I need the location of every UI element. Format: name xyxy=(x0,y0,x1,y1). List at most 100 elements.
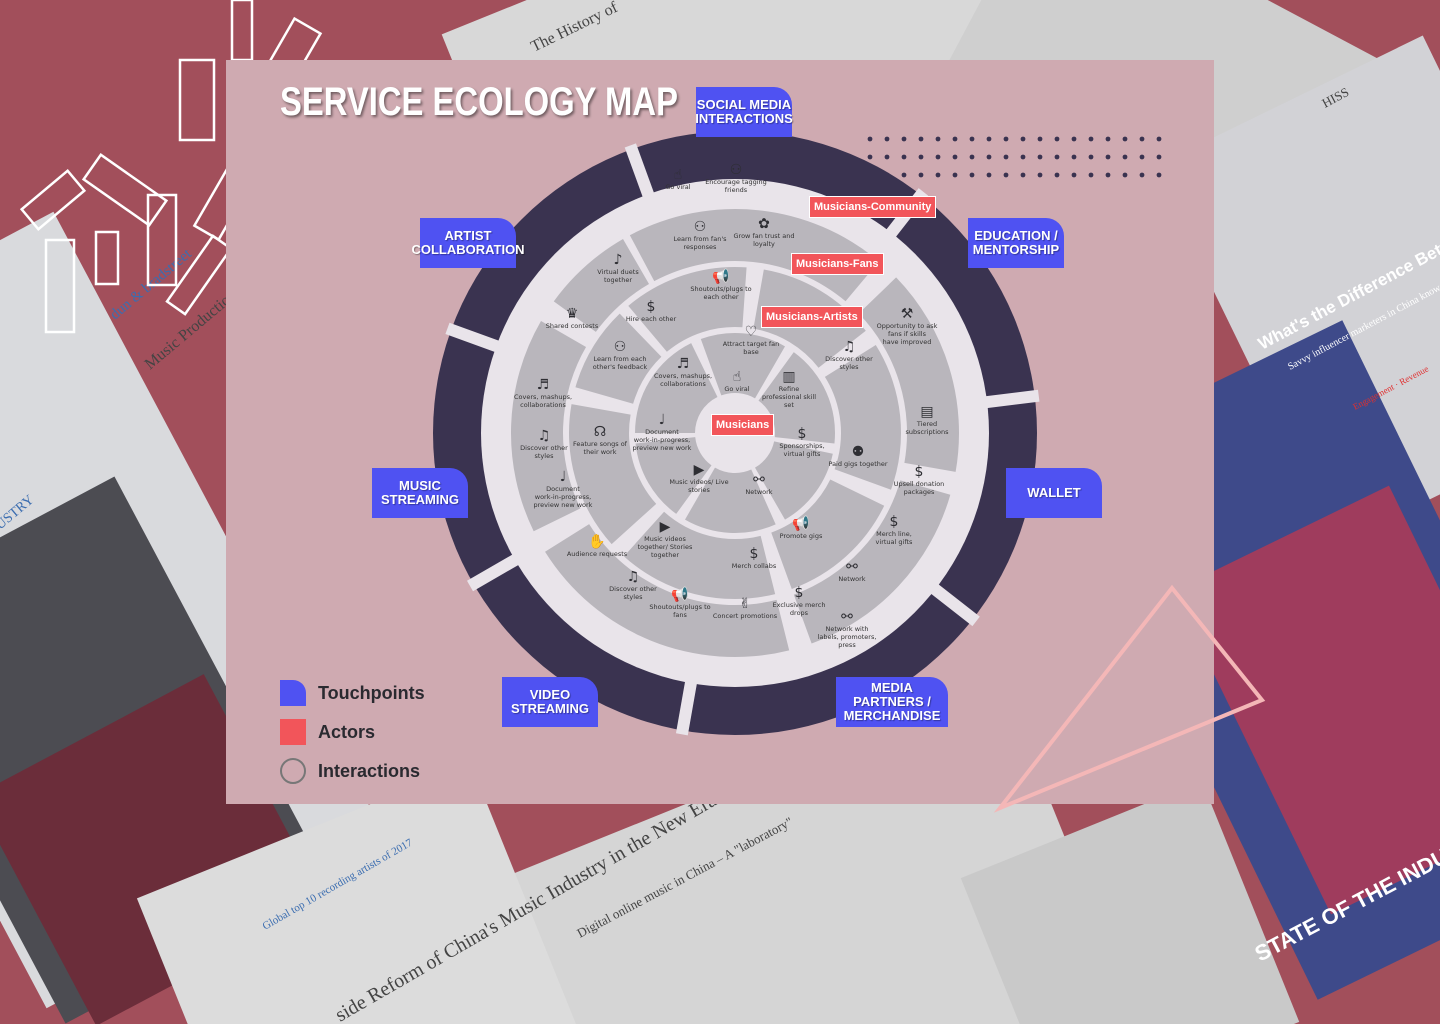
guitar-icon: ♩ xyxy=(560,469,567,485)
pattern-dot xyxy=(1088,154,1094,160)
singer-icon: ♪ xyxy=(614,252,623,268)
touchpoint-education: EDUCATION / MENTORSHIP xyxy=(968,218,1064,268)
pattern-dot xyxy=(1020,136,1026,142)
interaction-item: ♩Document work-in-progress, preview new wo… xyxy=(633,412,692,452)
pattern-dot xyxy=(935,172,941,178)
pattern-dot xyxy=(884,154,890,160)
interaction-item: ▶Music videos together/ Stories together xyxy=(638,519,693,559)
interaction-sector xyxy=(824,345,901,490)
band-icon: ⚉ xyxy=(852,444,865,460)
interaction-sector xyxy=(569,404,657,545)
touchpoint-media-partners: MEDIA PARTNERS / MERCHANDISE xyxy=(836,677,948,727)
actor-musicians: Musicians xyxy=(712,415,774,435)
interaction-item: ⚇Encourage tagging friends xyxy=(705,162,767,194)
legend-item-interactions: Interactions xyxy=(280,758,425,784)
network-icon: ⚯ xyxy=(753,472,765,488)
touchpoint-music-streaming: MUSIC STREAMING xyxy=(372,468,468,518)
pattern-dot xyxy=(969,136,975,142)
interaction-item: 📢Shoutouts/plugs to each other xyxy=(690,268,751,301)
interaction-label: Virtual duets together xyxy=(597,268,639,284)
pattern-dot xyxy=(1105,136,1111,142)
interaction-label: Shoutouts/plugs to each other xyxy=(690,285,751,301)
touchpoint-social-media: SOCIAL MEDIA INTERACTIONS xyxy=(695,87,793,137)
pattern-dot xyxy=(969,172,975,178)
interaction-label: Grow fan trust and loyalty xyxy=(734,232,795,248)
pattern-dot xyxy=(986,136,992,142)
interaction-sector xyxy=(858,277,959,472)
interaction-item: $Upsell donation packages xyxy=(894,464,945,496)
interaction-sector xyxy=(793,480,951,644)
interaction-item: ⚒Opportunity to ask fans if skills have im… xyxy=(877,306,938,346)
interaction-label: Covers, mashups, collaborations xyxy=(514,393,572,409)
interaction-sector xyxy=(545,524,790,657)
interaction-item: ♡Attract target fan base xyxy=(723,324,780,356)
interaction-label: Shared contests xyxy=(546,322,599,330)
pattern-dot xyxy=(952,154,958,160)
video-icon: ▶ xyxy=(660,519,671,535)
hand-icon: ☝ xyxy=(674,167,683,183)
outer-ring-gap xyxy=(928,582,980,627)
interaction-label: Covers, mashups, collaborations xyxy=(654,372,712,388)
interaction-item: ♬Covers, mashups, collaborations xyxy=(654,356,712,388)
people-icon: ⚇ xyxy=(614,339,627,355)
interaction-item: ☊Feature songs of their work xyxy=(573,424,628,456)
pattern-dot xyxy=(1071,154,1077,160)
pattern-dot xyxy=(1156,136,1162,142)
interaction-sector xyxy=(635,437,712,514)
interaction-label: Learn from each other's feedback xyxy=(593,355,648,371)
interaction-item: ⚇Learn from each other's feedback xyxy=(593,339,648,371)
pattern-dot xyxy=(1054,172,1060,178)
megaphone-icon: 📢 xyxy=(792,515,809,532)
interaction-sector xyxy=(623,511,776,599)
interaction-item: $Exclusive merch drops xyxy=(773,585,826,617)
interaction-item: ⚯Network xyxy=(745,472,772,496)
pattern-dot xyxy=(1105,154,1111,160)
collab-icon: ♬ xyxy=(537,377,550,393)
interaction-label: Music videos/ Live stories xyxy=(669,478,728,494)
headphones-icon: ☊ xyxy=(594,424,606,440)
interaction-sector xyxy=(629,208,879,302)
pattern-dot xyxy=(1054,154,1060,160)
legend-item-actors: Actors xyxy=(280,719,425,745)
pattern-dot xyxy=(1122,136,1128,142)
interaction-sector xyxy=(685,467,776,533)
interaction-sector xyxy=(755,441,833,520)
pattern-dot xyxy=(935,136,941,142)
interaction-label: Document work-in-progress, preview new wor… xyxy=(534,485,593,509)
interaction-label: Concert promotions xyxy=(713,612,778,620)
interaction-label: Merch collabs xyxy=(732,562,777,570)
pattern-dot xyxy=(1139,154,1145,160)
legend-item-touchpoints: Touchpoints xyxy=(280,680,425,706)
music-doc-icon: ♫ xyxy=(538,428,551,444)
interaction-item: $Merch line, virtual gifts xyxy=(876,514,914,546)
pattern-dot xyxy=(918,172,924,178)
actor-musicians-fans: Musicians-Fans xyxy=(792,254,883,274)
guitar-icon: ♩ xyxy=(659,412,666,428)
interaction-item: ⚇Learn from fan's responses xyxy=(674,219,728,251)
outer-ring-gap xyxy=(982,389,1040,409)
pattern-dot xyxy=(1122,154,1128,160)
interaction-label: Feature songs of their work xyxy=(573,440,628,456)
legend-label: Interactions xyxy=(318,760,421,781)
interaction-label: Music videos together/ Stories together xyxy=(638,535,693,559)
hand-icon: ☝ xyxy=(733,369,742,385)
network-icon: ⚯ xyxy=(841,609,853,625)
interaction-label: Promote gigs xyxy=(780,532,823,540)
pattern-dot xyxy=(1105,172,1111,178)
interaction-label: Network with labels, promoters, press xyxy=(818,625,877,649)
pattern-dot xyxy=(884,136,890,142)
pattern-dot xyxy=(1020,154,1026,160)
outer-ring-gap xyxy=(445,322,503,354)
page-title: SERVICE ECOLOGY MAP xyxy=(280,80,678,124)
interaction-item: $Hire each other xyxy=(626,299,677,323)
interaction-sector xyxy=(635,343,718,433)
interaction-item: ♛Shared contests xyxy=(546,306,599,330)
pattern-dot xyxy=(952,172,958,178)
interaction-sector xyxy=(628,267,747,352)
pattern-dot xyxy=(918,154,924,160)
money-hand-icon: $ xyxy=(915,464,924,480)
video-icon: ▶ xyxy=(694,462,705,478)
interaction-item: 📢Promote gigs xyxy=(780,515,823,540)
interaction-label: Tiered subscriptions xyxy=(905,420,949,436)
